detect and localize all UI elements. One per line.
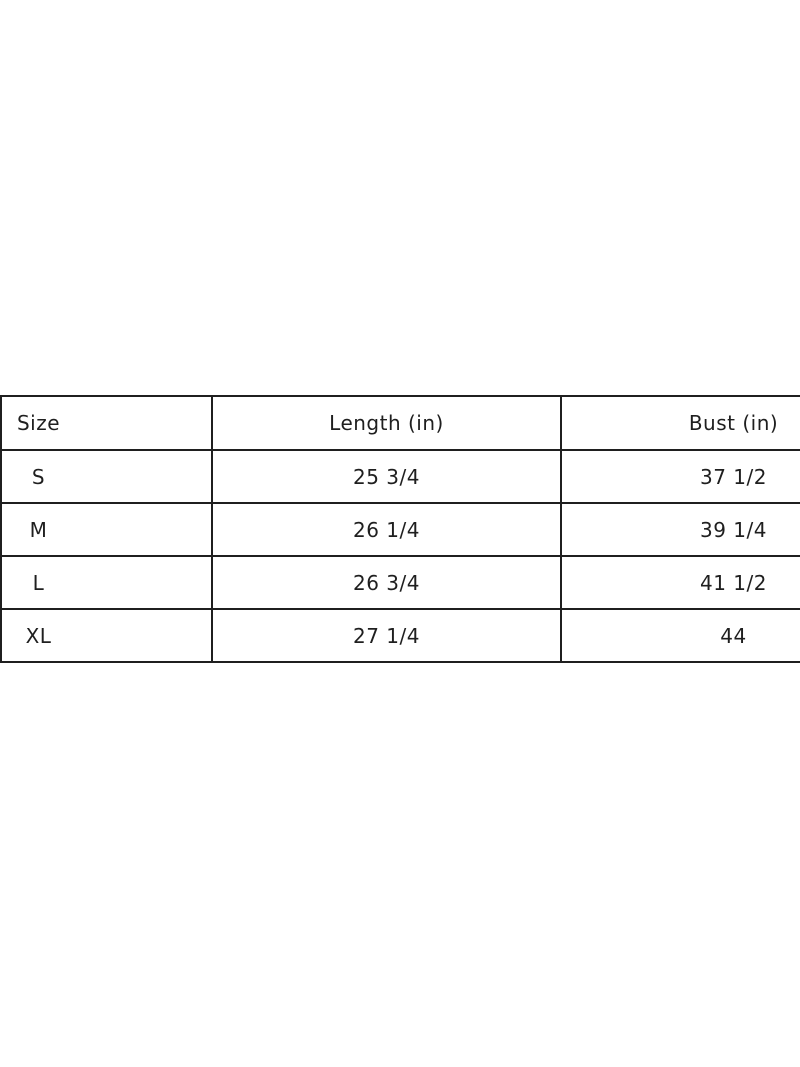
cell-size-m: M — [0, 502, 213, 557]
column-header-length: Length (in) — [211, 395, 562, 451]
cell-size-m-label: M — [29, 517, 48, 542]
cell-size-xl: XL — [0, 608, 213, 663]
table-row-s: S 25 3/4 37 1/2 — [0, 449, 800, 504]
cell-size-l-label: L — [32, 570, 45, 595]
column-header-size-label: Size — [16, 411, 61, 435]
cell-bust-m: 39 1/4 — [560, 502, 800, 557]
size-chart-table: Size Length (in) Bust (in) S 25 3/4 37 1… — [0, 395, 800, 663]
column-header-bust: Bust (in) — [560, 395, 800, 451]
header-row: Size Length (in) Bust (in) — [0, 395, 800, 451]
cell-size-s: S — [0, 449, 213, 504]
cell-bust-xl: 44 — [560, 608, 800, 663]
table-row-m: M 26 1/4 39 1/4 — [0, 502, 800, 557]
table-row-l: L 26 3/4 41 1/2 — [0, 555, 800, 610]
cell-bust-l: 41 1/2 — [560, 555, 800, 610]
cell-size-xl-label: XL — [25, 623, 52, 648]
cell-size-l: L — [0, 555, 213, 610]
cell-length-m: 26 1/4 — [211, 502, 562, 557]
cell-length-l: 26 3/4 — [211, 555, 562, 610]
cell-size-s-label: S — [31, 464, 46, 489]
cell-length-s: 25 3/4 — [211, 449, 562, 504]
table-row-xl: XL 27 1/4 44 — [0, 608, 800, 663]
column-header-size: Size — [0, 395, 213, 451]
cell-length-xl: 27 1/4 — [211, 608, 562, 663]
cell-bust-s: 37 1/2 — [560, 449, 800, 504]
